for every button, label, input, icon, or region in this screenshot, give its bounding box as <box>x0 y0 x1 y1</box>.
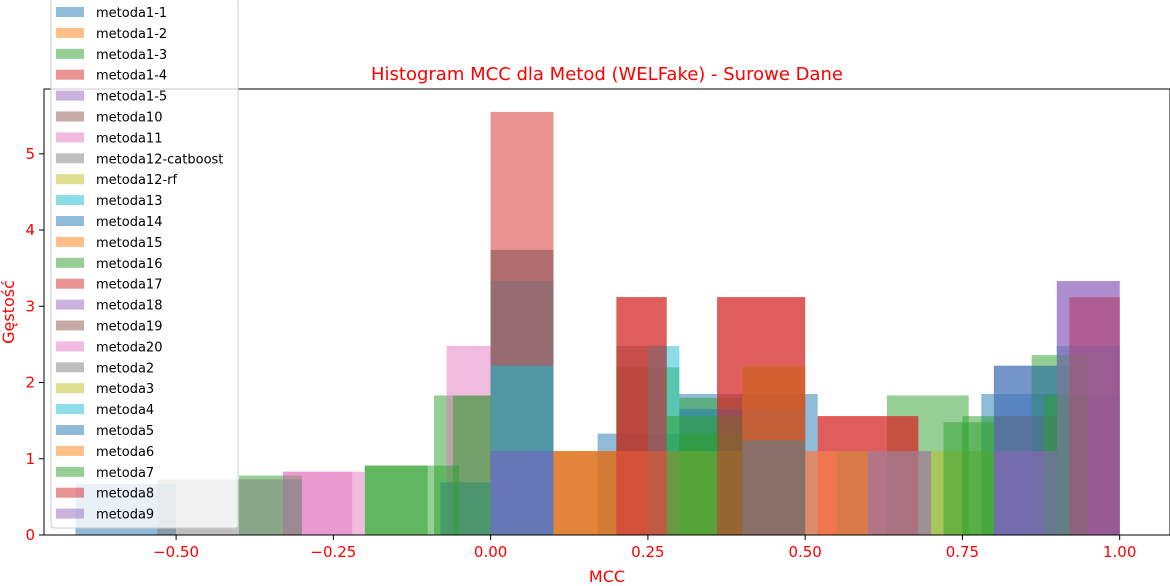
legend-label: metoda3 <box>96 382 154 397</box>
histogram-bar-metoda7-3 <box>962 416 994 535</box>
legend-swatch <box>56 216 84 226</box>
legend-box <box>50 0 239 529</box>
legend-swatch <box>56 69 84 80</box>
legend-label: metoda1-3 <box>96 48 167 63</box>
chart-title: Histogram MCC dla Metod (WELFake) - Suro… <box>371 64 843 85</box>
legend-swatch <box>56 466 84 477</box>
legend-label: metoda15 <box>96 236 162 251</box>
legend-swatch <box>56 174 84 185</box>
y-tick-label: 2 <box>25 374 35 392</box>
x-tick-label: 0.25 <box>631 543 664 561</box>
histogram-bar-metoda9-1 <box>993 451 1057 535</box>
legend-label: metoda1-2 <box>96 27 167 42</box>
legend-swatch <box>56 195 84 206</box>
histogram-bar-metoda8-0 <box>616 297 667 535</box>
legend-label: metoda1-5 <box>96 90 167 105</box>
legend-swatch <box>56 487 84 498</box>
legend-label: metoda17 <box>96 278 162 293</box>
x-tick-label: 0.75 <box>946 543 979 561</box>
x-tick-label: 1.00 <box>1103 543 1136 561</box>
legend-swatch <box>56 299 84 310</box>
legend-label: metoda11 <box>96 131 162 146</box>
legend-swatch <box>56 236 84 247</box>
y-tick-label: 0 <box>25 526 35 544</box>
legend-label: metoda20 <box>96 340 162 355</box>
legend-swatch <box>56 320 84 331</box>
x-tick-label: 0.00 <box>474 543 507 561</box>
histogram-bar-metoda9-2 <box>1056 281 1120 535</box>
x-tick-label: −0.50 <box>153 543 199 561</box>
legend-swatch <box>56 508 84 519</box>
legend-label: metoda12-rf <box>96 173 178 188</box>
legend-label: metoda6 <box>96 445 154 460</box>
legend-swatch <box>56 425 84 435</box>
histogram-bar-metoda2-0 <box>239 479 302 535</box>
legend-label: metoda16 <box>96 257 162 272</box>
x-tick-label: 0.50 <box>788 543 821 561</box>
histogram-bar-metoda7-1 <box>452 395 491 535</box>
legend-swatch <box>56 362 84 373</box>
legend-swatch <box>56 445 84 456</box>
y-tick-label: 1 <box>25 450 35 468</box>
legend-label: metoda14 <box>96 215 162 230</box>
histogram-bar-metoda6-1 <box>805 451 869 535</box>
legend-label: metoda9 <box>96 508 154 523</box>
legend-label: metoda2 <box>96 361 154 376</box>
legend-swatch <box>56 153 84 164</box>
legend-swatch <box>56 7 84 17</box>
histogram-bar-metoda8-1 <box>717 297 806 535</box>
legend-label: metoda1-4 <box>96 69 167 84</box>
legend-label: metoda7 <box>96 466 154 481</box>
y-tick-label: 5 <box>25 145 35 163</box>
x-axis-label: MCC <box>589 567 625 586</box>
legend-label: metoda10 <box>96 111 162 126</box>
y-axis: 0 1 2 3 4 5 <box>25 145 44 544</box>
histogram-bar-metoda7-0 <box>364 465 460 535</box>
histogram-bar-metoda6-0 <box>553 451 617 535</box>
legend-swatch <box>56 383 84 394</box>
legend-swatch <box>56 132 84 143</box>
legend-label: metoda4 <box>96 403 154 418</box>
plot-frame <box>43 88 1170 536</box>
legend-label: metoda12-catboost <box>96 152 223 167</box>
histogram-bar-metoda9-0 <box>490 451 554 535</box>
legend: metoda1-1 metoda1-2 metoda1-3 metoda1-4 meto… <box>50 0 239 529</box>
legend-label: metoda1-1 <box>96 6 167 21</box>
legend-swatch <box>56 257 84 268</box>
legend-swatch <box>56 111 84 122</box>
legend-swatch <box>56 278 84 289</box>
y-tick-label: 4 <box>25 221 35 239</box>
legend-label: metoda19 <box>96 320 162 335</box>
legend-swatch <box>56 27 84 38</box>
y-axis-label: Gęstość <box>0 280 18 344</box>
legend-label: metoda18 <box>96 299 162 314</box>
x-axis: −0.50 −0.25 0.00 0.25 0.50 0.75 1.00 <box>153 535 1136 561</box>
legend-swatch <box>56 90 84 101</box>
bars-layer <box>75 111 1120 536</box>
legend-swatch <box>56 341 84 352</box>
y-tick-label: 3 <box>25 297 35 315</box>
legend-label: metoda5 <box>96 424 154 439</box>
legend-label: metoda13 <box>96 194 162 209</box>
legend-swatch <box>56 404 84 415</box>
legend-label: metoda8 <box>96 487 154 502</box>
legend-swatch <box>56 48 84 59</box>
x-tick-label: −0.25 <box>310 543 356 561</box>
